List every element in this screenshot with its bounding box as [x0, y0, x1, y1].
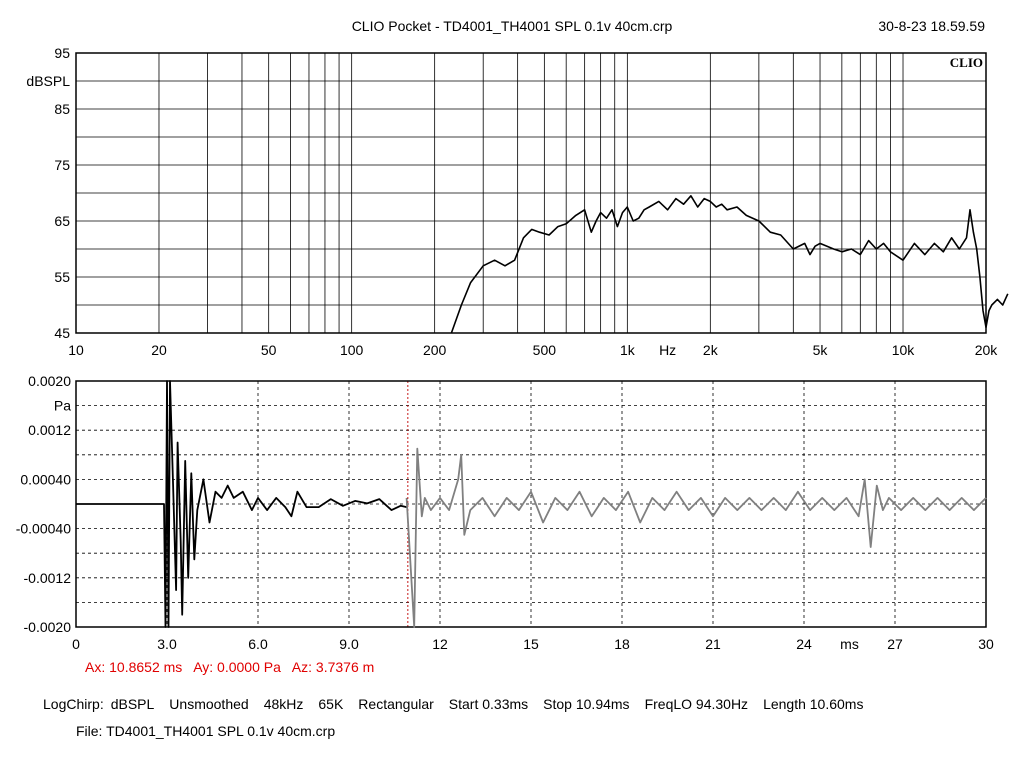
fr-y-tick-label: 55 — [54, 269, 70, 285]
chart-title: CLIO Pocket - TD4001_TH4001 SPL 0.1v 40c… — [351, 18, 673, 34]
fr-x-tick-label: 20k — [975, 342, 999, 358]
ir-x-tick-label: 30 — [978, 636, 994, 652]
file-label: File: TD4001_TH4001 SPL 0.1v 40cm.crp — [76, 723, 336, 739]
ir-x-tick-label: 3.0 — [157, 636, 177, 652]
ir-x-tick-label: 21 — [705, 636, 721, 652]
settings-item: 48kHz — [263, 696, 304, 712]
ir-x-tick-label: 9.0 — [339, 636, 359, 652]
fr-x-tick-label: 20 — [151, 342, 167, 358]
settings-item: Unsmoothed — [169, 696, 249, 712]
clio-logo: CLIO — [950, 55, 983, 70]
settings-item: Start 0.33ms — [448, 696, 529, 712]
ir-series-line — [76, 380, 407, 628]
ir-x-tick-label: 6.0 — [248, 636, 268, 652]
cursor-ax: Ax: 10.8652 ms — [85, 659, 183, 675]
fr-y-tick-label: 85 — [54, 101, 70, 117]
ir-y-tick-label: -0.0020 — [24, 619, 72, 635]
settings-item: FreqLO 94.30Hz — [644, 696, 749, 712]
ir-x-tick-label: 24 — [796, 636, 812, 652]
fr-x-tick-label: 10k — [892, 342, 916, 358]
settings-item: Length 10.60ms — [763, 696, 864, 712]
ir-y-tick-label: -0.00040 — [16, 521, 71, 537]
settings-item: Rectangular — [358, 696, 434, 712]
ir-x-tick-label: 0 — [72, 636, 80, 652]
fr-y-tick-label: 75 — [54, 157, 70, 173]
fr-x-axis-label: Hz — [659, 342, 676, 358]
ir-y-tick-label: 0.0012 — [28, 422, 71, 438]
cursor-az: Az: 3.7376 m — [291, 659, 375, 675]
fr-x-tick-label: 50 — [261, 342, 277, 358]
fr-x-tick-label: 2k — [703, 342, 719, 358]
settings-item: Stop 10.94ms — [543, 696, 630, 712]
ir-x-tick-label: 15 — [523, 636, 539, 652]
ir-x-axis-label: ms — [840, 636, 859, 652]
ir-y-tick-label: -0.0012 — [24, 570, 72, 586]
fr-y-tick-label: 95 — [54, 45, 70, 61]
ir-x-tick-label: 12 — [432, 636, 448, 652]
settings-item: dBSPL — [110, 696, 155, 712]
cursor-readout: Ax: 10.8652 ms Ay: 0.0000 Pa Az: 3.7376 … — [85, 659, 374, 675]
settings-item: LogChirp: — [43, 696, 104, 712]
ir-y-tick-label: 0.00040 — [20, 471, 71, 487]
ir-series-line — [405, 447, 987, 628]
fr-x-tick-label: 200 — [423, 342, 447, 358]
fr-plot-frame — [75, 52, 987, 334]
fr-x-tick-label: 10 — [68, 342, 84, 358]
fr-x-tick-label: 500 — [533, 342, 557, 358]
date-time: 30-8-23 18.59.59 — [878, 18, 985, 34]
fr-y-tick-label: 45 — [54, 325, 70, 341]
fr-series-line — [450, 195, 1009, 334]
ir-y-axis-label: Pa — [54, 398, 71, 414]
settings-line: LogChirp: dBSPL Unsmoothed 48kHz 65K Rectangu… — [43, 696, 878, 712]
fr-x-tick-label: 5k — [813, 342, 829, 358]
fr-y-axis-label: dBSPL — [26, 73, 70, 89]
ir-x-tick-label: 18 — [614, 636, 630, 652]
ir-x-tick-label: 27 — [887, 636, 903, 652]
fr-x-tick-label: 1k — [620, 342, 636, 358]
cursor-ay: Ay: 0.0000 Pa — [193, 659, 281, 675]
ir-y-tick-label: 0.0020 — [28, 373, 71, 389]
fr-y-tick-label: 65 — [54, 213, 70, 229]
settings-item: 65K — [318, 696, 344, 712]
fr-x-tick-label: 100 — [340, 342, 364, 358]
